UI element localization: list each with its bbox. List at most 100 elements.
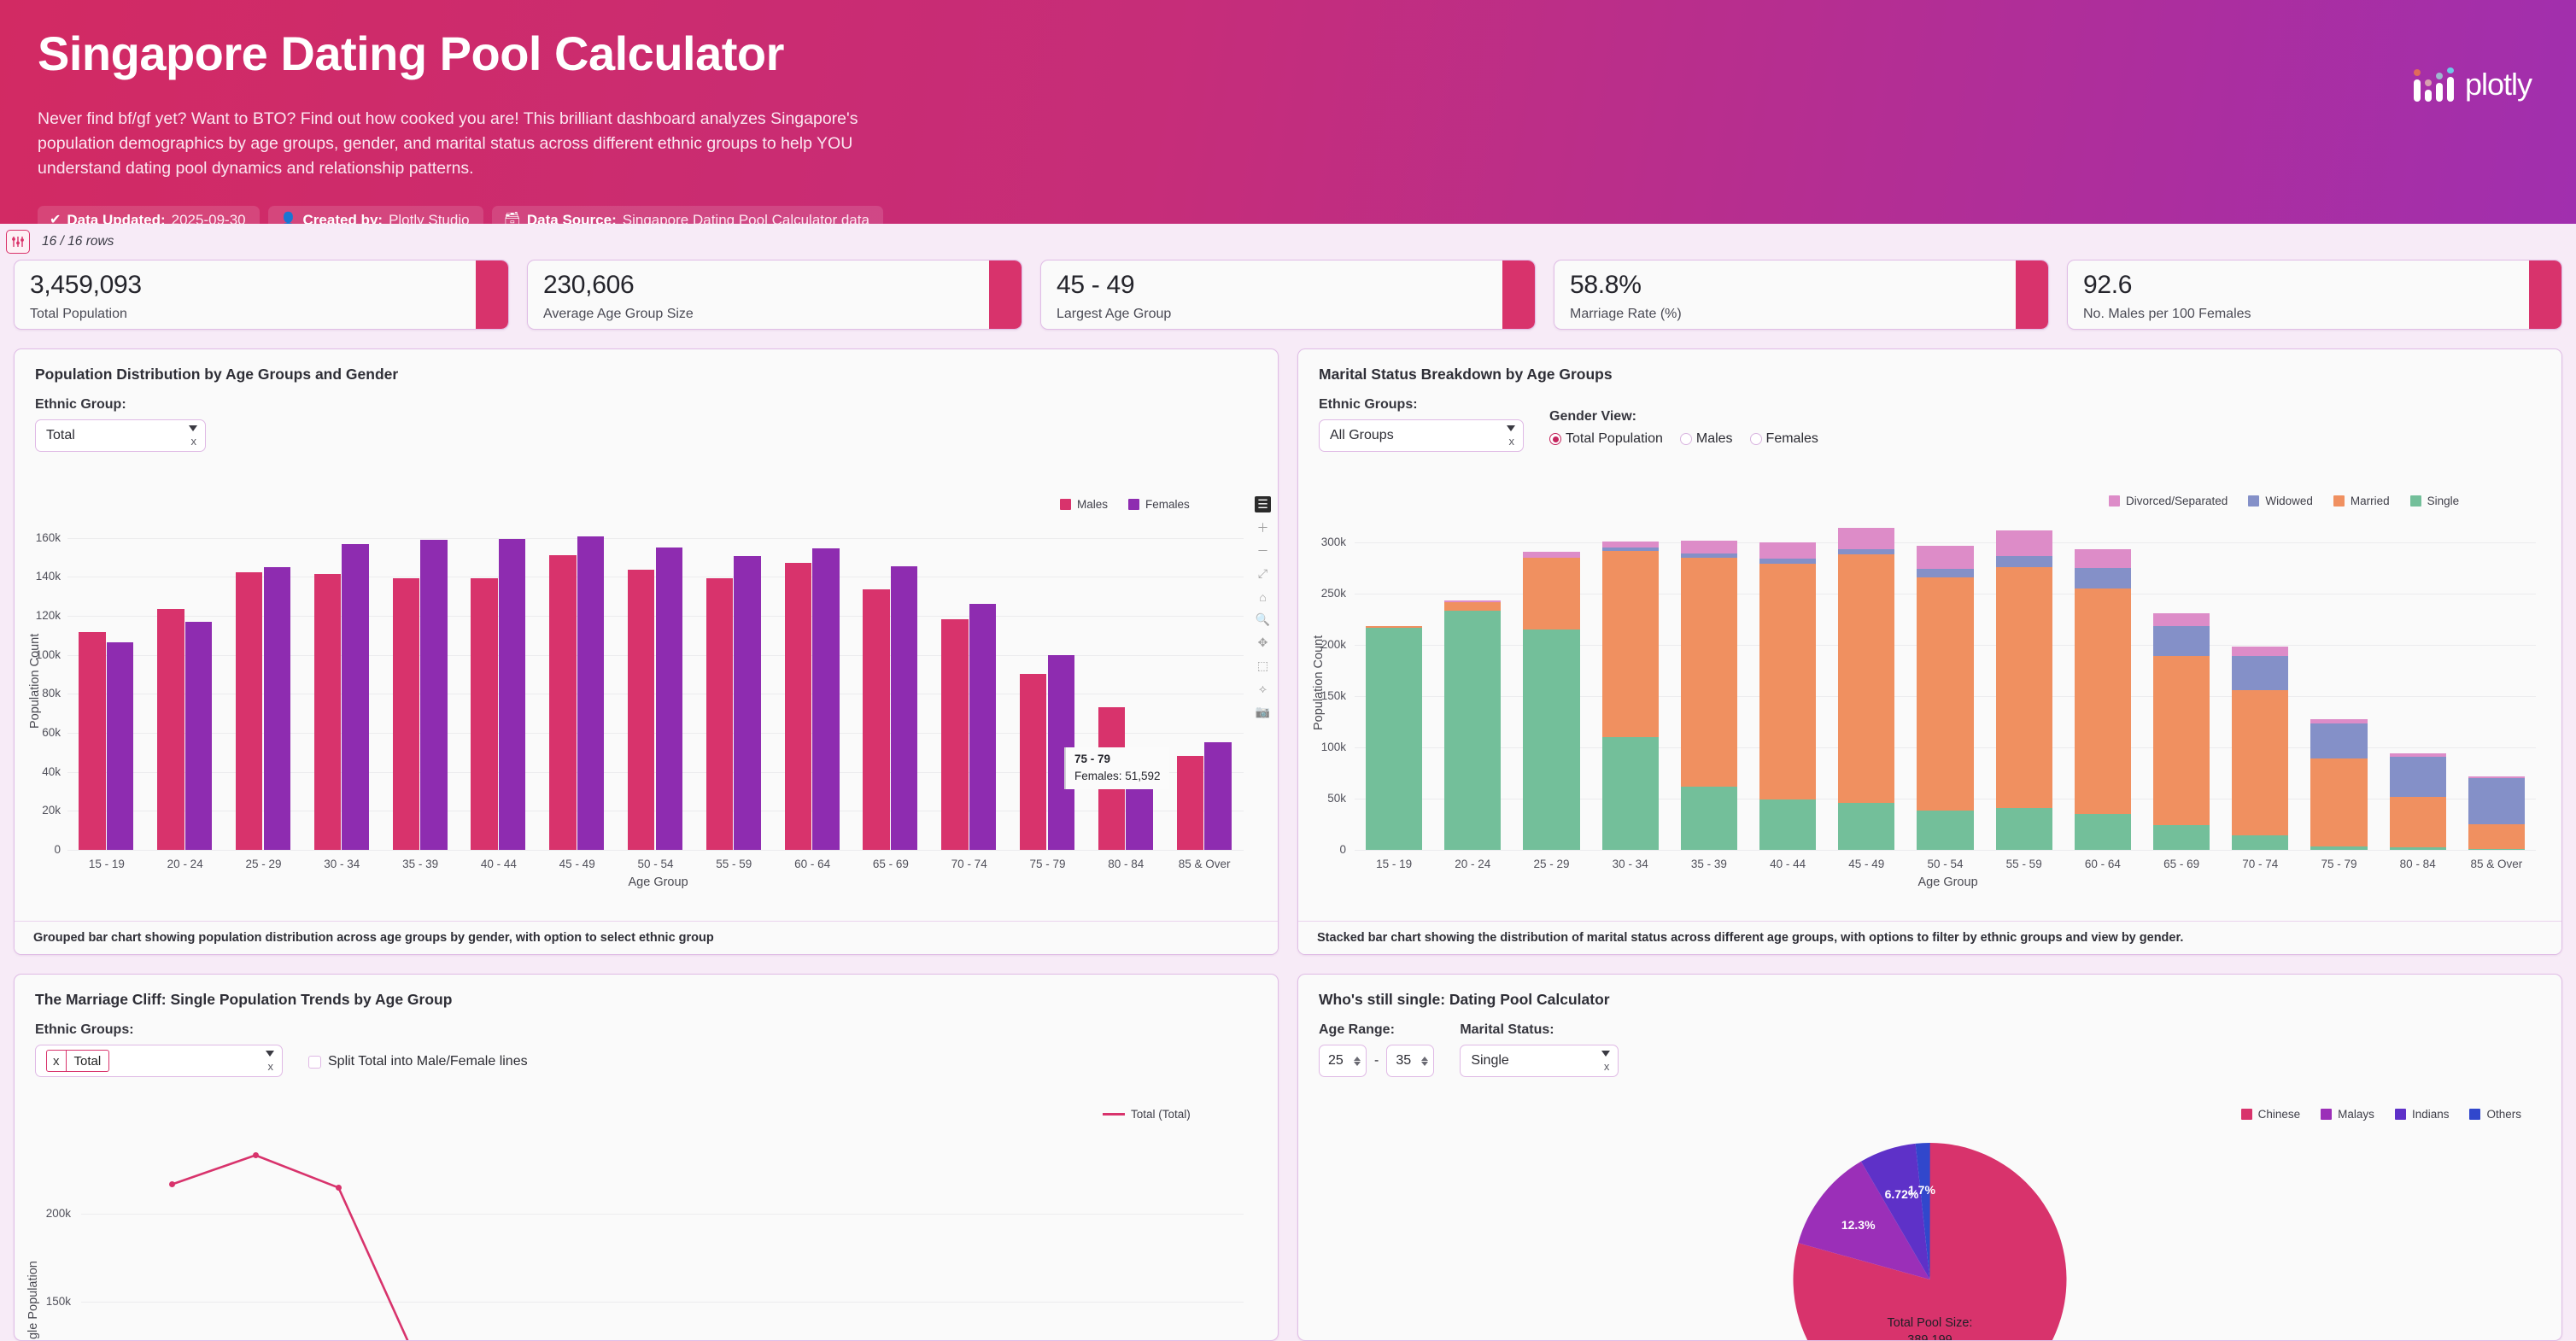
bar-segment[interactable] xyxy=(1759,558,1817,564)
legend-item[interactable]: Chinese xyxy=(2240,1108,2300,1121)
radio-males[interactable]: Males xyxy=(1679,431,1733,447)
pie-slice[interactable] xyxy=(1860,1143,1930,1280)
bar-segment[interactable] xyxy=(1759,563,1817,799)
bar-segment[interactable] xyxy=(2152,626,2210,657)
bar-segment[interactable] xyxy=(1365,625,1423,628)
legend-item[interactable]: Married xyxy=(2333,495,2390,507)
bar[interactable] xyxy=(627,570,655,850)
bar[interactable] xyxy=(471,578,498,850)
bar-segment[interactable] xyxy=(2468,777,2526,824)
bar-segment[interactable] xyxy=(2074,589,2132,814)
download-camera-icon[interactable]: 📷 xyxy=(1255,705,1271,718)
bar-segment[interactable] xyxy=(1680,553,1738,558)
data-point[interactable] xyxy=(169,1180,176,1187)
bar-segment[interactable] xyxy=(1444,600,1502,602)
clear-icon[interactable]: x xyxy=(1603,1060,1610,1073)
bar-segment[interactable] xyxy=(2389,757,2446,798)
bar-segment[interactable] xyxy=(1601,548,1659,551)
lasso-select-icon[interactable]: ⟡ xyxy=(1258,682,1268,695)
bar-segment[interactable] xyxy=(2310,758,2368,846)
bar-segment[interactable] xyxy=(2074,568,2132,589)
bar-segment[interactable] xyxy=(2389,847,2446,850)
bar-segment[interactable] xyxy=(1917,577,1974,811)
bar-segment[interactable] xyxy=(2232,647,2289,657)
bar[interactable] xyxy=(313,573,342,850)
age-max-stepper[interactable]: 35 xyxy=(1386,1045,1435,1077)
bar[interactable] xyxy=(655,548,683,850)
bar[interactable] xyxy=(235,572,263,850)
bar-segment[interactable] xyxy=(1680,786,1738,850)
split-lines-checkbox[interactable] xyxy=(308,1055,321,1069)
bar-segment[interactable] xyxy=(1523,558,1580,630)
legend-item[interactable]: Females xyxy=(1128,498,1190,511)
stepper-arrows-icon[interactable] xyxy=(1421,1056,1429,1066)
bar[interactable] xyxy=(420,539,448,850)
bar[interactable] xyxy=(1204,741,1232,850)
bar[interactable] xyxy=(263,566,291,850)
bar[interactable] xyxy=(157,608,184,850)
bar[interactable] xyxy=(812,548,840,850)
bar-segment[interactable] xyxy=(2074,549,2132,568)
bar-segment[interactable] xyxy=(2074,814,2132,850)
ethnic-groups-select[interactable]: All Groups x xyxy=(1319,419,1524,452)
bar-segment[interactable] xyxy=(1995,808,2052,850)
bar[interactable] xyxy=(577,536,605,850)
bar-segment[interactable] xyxy=(1759,799,1817,850)
bar[interactable] xyxy=(106,642,134,850)
chevron-down-icon[interactable] xyxy=(1601,1051,1611,1057)
bar-segment[interactable] xyxy=(2152,656,2210,826)
autoscale-icon[interactable]: ⤢ xyxy=(1257,566,1268,580)
legend-item[interactable]: Divorced/Separated xyxy=(2109,495,2228,507)
ethnic-groups-multiselect[interactable]: x Total x xyxy=(35,1045,283,1077)
bar[interactable] xyxy=(1019,673,1047,850)
age-min-stepper[interactable]: 25 xyxy=(1319,1045,1367,1077)
bar-segment[interactable] xyxy=(2232,689,2289,836)
bar-segment[interactable] xyxy=(1838,527,1895,549)
bar-segment[interactable] xyxy=(1759,542,1817,559)
bar[interactable] xyxy=(342,543,369,850)
chart-modebar[interactable]: ☰ ＋ － ⤢ ⌂ 🔍 ✥ ⬚ ⟡ 📷 xyxy=(1255,496,1271,720)
bar[interactable] xyxy=(734,555,761,850)
bar-segment[interactable] xyxy=(2468,823,2526,849)
legend-item[interactable]: Males xyxy=(1060,498,1108,511)
bar-segment[interactable] xyxy=(1523,630,1580,850)
bar-segment[interactable] xyxy=(1444,601,1502,611)
bar-segment[interactable] xyxy=(2232,835,2289,850)
pie-slice[interactable] xyxy=(1915,1143,1930,1280)
bar-segment[interactable] xyxy=(1995,567,2052,809)
chevron-down-icon[interactable] xyxy=(189,425,197,431)
legend-item[interactable]: Others xyxy=(2469,1108,2521,1121)
bar-segment[interactable] xyxy=(2310,719,2368,723)
dating-pool-pie-chart[interactable]: 12.3% 6.72% 1.7% Total Pool Size: 389,199 Chi… xyxy=(1298,1104,2561,1340)
bar-segment[interactable] xyxy=(1601,541,1659,548)
clear-icon[interactable]: x xyxy=(267,1060,274,1073)
bar[interactable] xyxy=(79,631,106,850)
bar-segment[interactable] xyxy=(2310,723,2368,758)
chevron-down-icon[interactable] xyxy=(266,1051,274,1057)
marital-status-stacked-chart[interactable]: 0 50k 100k 150k 200k 250k 300k 15 - 19 20 - 24 25… xyxy=(1298,493,2561,894)
bar-segment[interactable] xyxy=(2232,656,2289,690)
chevron-down-icon[interactable] xyxy=(1507,425,1515,431)
bar-segment[interactable] xyxy=(2310,846,2368,850)
bar-segment[interactable] xyxy=(1995,530,2052,557)
bar[interactable] xyxy=(392,577,420,850)
bar-segment[interactable] xyxy=(2389,753,2446,758)
data-point[interactable] xyxy=(252,1152,259,1159)
bar[interactable] xyxy=(969,603,997,850)
bar-segment[interactable] xyxy=(1680,558,1738,787)
radio-females[interactable]: Females xyxy=(1749,431,1818,447)
camera-toolbar-icon[interactable]: ☰ xyxy=(1255,496,1271,512)
bar-segment[interactable] xyxy=(2468,776,2526,778)
bar-segment[interactable] xyxy=(2389,797,2446,847)
pan-icon[interactable]: ✥ xyxy=(1257,635,1268,649)
legend-item[interactable]: Single xyxy=(2409,495,2459,507)
zoom-out-icon[interactable]: － xyxy=(1256,543,1269,558)
bar-segment[interactable] xyxy=(1995,556,2052,568)
bar-segment[interactable] xyxy=(2468,848,2526,850)
legend-item[interactable]: Widowed xyxy=(2248,495,2313,507)
remove-tag-icon[interactable]: x xyxy=(53,1053,60,1069)
sliders-icon[interactable] xyxy=(6,230,30,254)
bar-segment[interactable] xyxy=(1365,627,1423,850)
bar-segment[interactable] xyxy=(1917,545,1974,570)
legend-item[interactable]: Indians xyxy=(2394,1108,2449,1121)
